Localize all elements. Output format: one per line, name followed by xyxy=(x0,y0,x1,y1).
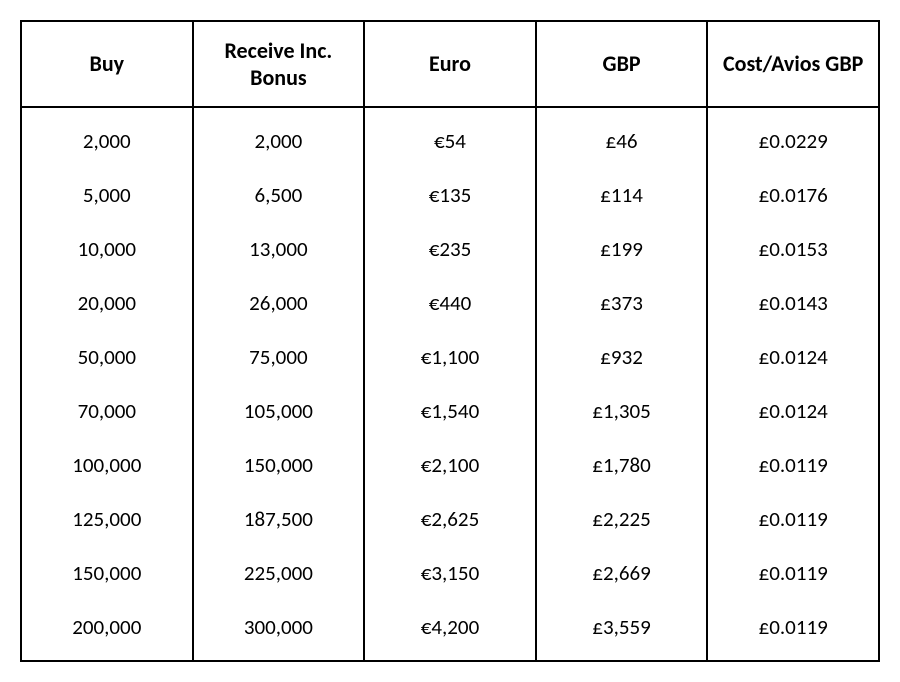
cell-cost-per-avios: £0.0119 xyxy=(707,492,879,546)
cell-buy: 125,000 xyxy=(21,492,193,546)
cell-buy: 50,000 xyxy=(21,330,193,384)
cell-euro: €2,100 xyxy=(364,438,536,492)
cell-receive: 300,000 xyxy=(193,600,365,661)
cell-cost-per-avios: £0.0119 xyxy=(707,546,879,600)
cell-cost-per-avios: £0.0143 xyxy=(707,276,879,330)
table-row: 70,000 105,000 €1,540 £1,305 £0.0124 xyxy=(21,384,879,438)
cell-receive: 187,500 xyxy=(193,492,365,546)
avios-pricing-table: Buy Receive Inc. Bonus Euro GBP Cost/Avi… xyxy=(20,20,880,662)
cell-euro: €2,625 xyxy=(364,492,536,546)
cell-gbp: £373 xyxy=(536,276,708,330)
cell-receive: 13,000 xyxy=(193,222,365,276)
cell-gbp: £1,305 xyxy=(536,384,708,438)
cell-gbp: £932 xyxy=(536,330,708,384)
table-body: 2,000 2,000 €54 £46 £0.0229 5,000 6,500 … xyxy=(21,107,879,661)
cell-euro: €135 xyxy=(364,168,536,222)
cell-euro: €235 xyxy=(364,222,536,276)
cell-gbp: £199 xyxy=(536,222,708,276)
cell-cost-per-avios: £0.0124 xyxy=(707,384,879,438)
column-header-euro: Euro xyxy=(364,21,536,107)
cell-cost-per-avios: £0.0124 xyxy=(707,330,879,384)
cell-buy: 200,000 xyxy=(21,600,193,661)
cell-buy: 100,000 xyxy=(21,438,193,492)
cell-euro: €54 xyxy=(364,107,536,168)
cell-gbp: £2,669 xyxy=(536,546,708,600)
cell-gbp: £46 xyxy=(536,107,708,168)
cell-receive: 75,000 xyxy=(193,330,365,384)
table-row: 200,000 300,000 €4,200 £3,559 £0.0119 xyxy=(21,600,879,661)
table-header-row: Buy Receive Inc. Bonus Euro GBP Cost/Avi… xyxy=(21,21,879,107)
cell-cost-per-avios: £0.0119 xyxy=(707,438,879,492)
table-row: 150,000 225,000 €3,150 £2,669 £0.0119 xyxy=(21,546,879,600)
cell-buy: 150,000 xyxy=(21,546,193,600)
cell-receive: 2,000 xyxy=(193,107,365,168)
cell-euro: €3,150 xyxy=(364,546,536,600)
cell-cost-per-avios: £0.0153 xyxy=(707,222,879,276)
cell-buy: 5,000 xyxy=(21,168,193,222)
cell-receive: 225,000 xyxy=(193,546,365,600)
table-row: 125,000 187,500 €2,625 £2,225 £0.0119 xyxy=(21,492,879,546)
cell-receive: 26,000 xyxy=(193,276,365,330)
cell-cost-per-avios: £0.0176 xyxy=(707,168,879,222)
cell-buy: 20,000 xyxy=(21,276,193,330)
cell-gbp: £114 xyxy=(536,168,708,222)
table-row: 2,000 2,000 €54 £46 £0.0229 xyxy=(21,107,879,168)
cell-buy: 10,000 xyxy=(21,222,193,276)
cell-euro: €1,100 xyxy=(364,330,536,384)
cell-buy: 2,000 xyxy=(21,107,193,168)
table-row: 10,000 13,000 €235 £199 £0.0153 xyxy=(21,222,879,276)
cell-euro: €4,200 xyxy=(364,600,536,661)
cell-cost-per-avios: £0.0119 xyxy=(707,600,879,661)
column-header-receive: Receive Inc. Bonus xyxy=(193,21,365,107)
cell-euro: €440 xyxy=(364,276,536,330)
column-header-cost-per-avios: Cost/Avios GBP xyxy=(707,21,879,107)
table-row: 20,000 26,000 €440 £373 £0.0143 xyxy=(21,276,879,330)
cell-gbp: £2,225 xyxy=(536,492,708,546)
cell-euro: €1,540 xyxy=(364,384,536,438)
cell-receive: 105,000 xyxy=(193,384,365,438)
cell-gbp: £1,780 xyxy=(536,438,708,492)
cell-gbp: £3,559 xyxy=(536,600,708,661)
cell-receive: 150,000 xyxy=(193,438,365,492)
table-row: 100,000 150,000 €2,100 £1,780 £0.0119 xyxy=(21,438,879,492)
table-header: Buy Receive Inc. Bonus Euro GBP Cost/Avi… xyxy=(21,21,879,107)
cell-buy: 70,000 xyxy=(21,384,193,438)
table-row: 50,000 75,000 €1,100 £932 £0.0124 xyxy=(21,330,879,384)
avios-pricing-table-container: Buy Receive Inc. Bonus Euro GBP Cost/Avi… xyxy=(20,20,880,662)
column-header-gbp: GBP xyxy=(536,21,708,107)
column-header-buy: Buy xyxy=(21,21,193,107)
cell-cost-per-avios: £0.0229 xyxy=(707,107,879,168)
cell-receive: 6,500 xyxy=(193,168,365,222)
table-row: 5,000 6,500 €135 £114 £0.0176 xyxy=(21,168,879,222)
